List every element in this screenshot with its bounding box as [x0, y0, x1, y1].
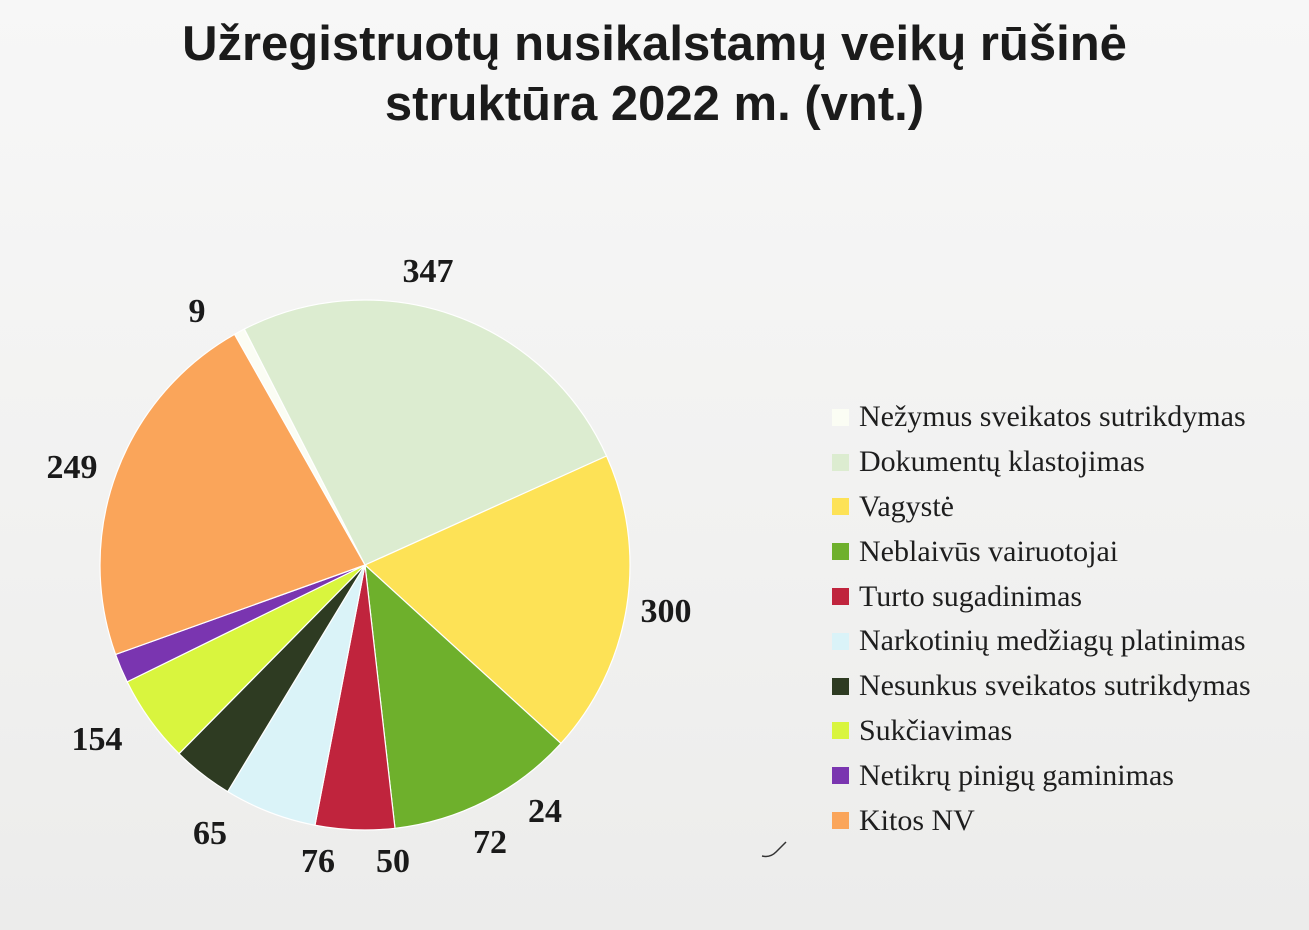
- legend-swatch: [832, 722, 849, 740]
- legend-label: Vagystė: [859, 489, 954, 523]
- slice-value-label: 300: [641, 593, 692, 630]
- slice-value-label: 72: [473, 824, 507, 861]
- slice-value-label: 50: [376, 843, 410, 880]
- chart-title-line-2: struktūra 2022 m. (vnt.): [384, 77, 925, 131]
- slice-value-label: 154: [72, 721, 123, 758]
- pie-slice: [364, 563, 562, 829]
- pie-slice: [99, 333, 366, 656]
- legend-item: Narkotinių medžiagų platinimas: [832, 619, 1251, 664]
- pen-mark: [761, 841, 787, 858]
- legend-swatch: [832, 632, 849, 650]
- legend-swatch: [832, 767, 849, 785]
- chart-title-line-1: Užregistruotų nusikalstamų veikų rūšinė: [182, 17, 1127, 71]
- legend-label: Sukčiavimas: [859, 713, 1013, 747]
- legend-label: Nežymus sveikatos sutrikdymas: [859, 400, 1246, 434]
- chart-title: Užregistruotų nusikalstamų veikų rūšinė …: [0, 14, 1309, 134]
- legend-swatch: [832, 453, 849, 471]
- slice-value-label: 9: [189, 293, 206, 330]
- legend-item: Neblaivūs vairuotojai: [832, 529, 1251, 574]
- legend-swatch: [832, 498, 849, 516]
- legend-label: Neblaivūs vairuotojai: [859, 534, 1119, 568]
- legend-swatch: [832, 812, 849, 830]
- legend-item: Nesunkus sveikatos sutrikdymas: [832, 664, 1251, 709]
- slice-value-label: 76: [301, 843, 335, 880]
- legend-label: Kitos NV: [859, 803, 975, 837]
- legend-swatch: [832, 543, 849, 561]
- legend-label: Turto sugadinimas: [859, 579, 1083, 613]
- legend-item: Dokumentų klastojimas: [832, 440, 1251, 485]
- legend-item: Kitos NV: [832, 798, 1251, 843]
- slice-value-label: 65: [193, 815, 227, 852]
- legend-item: Nežymus sveikatos sutrikdymas: [832, 395, 1251, 440]
- pie-slice: [243, 299, 608, 566]
- legend-swatch: [832, 408, 849, 426]
- legend-swatch: [832, 588, 849, 606]
- legend-item: Turto sugadinimas: [832, 574, 1251, 619]
- pie-slice: [363, 455, 631, 745]
- slice-value-label: 347: [403, 253, 454, 290]
- legend-label: Narkotinių medžiagų platinimas: [859, 624, 1246, 658]
- legend-item: Vagystė: [832, 485, 1251, 530]
- legend-swatch: [832, 677, 849, 695]
- legend-item: Netikrų pinigų gaminimas: [832, 753, 1251, 798]
- slice-value-label: 249: [47, 449, 98, 486]
- slice-value-label: 24: [528, 793, 562, 830]
- legend-label: Nesunkus sveikatos sutrikdymas: [859, 669, 1251, 703]
- legend: Nežymus sveikatos sutrikdymas Dokumentų k…: [832, 395, 1251, 843]
- legend-item: Sukčiavimas: [832, 709, 1251, 754]
- legend-label: Dokumentų klastojimas: [859, 445, 1145, 479]
- legend-label: Netikrų pinigų gaminimas: [859, 758, 1174, 792]
